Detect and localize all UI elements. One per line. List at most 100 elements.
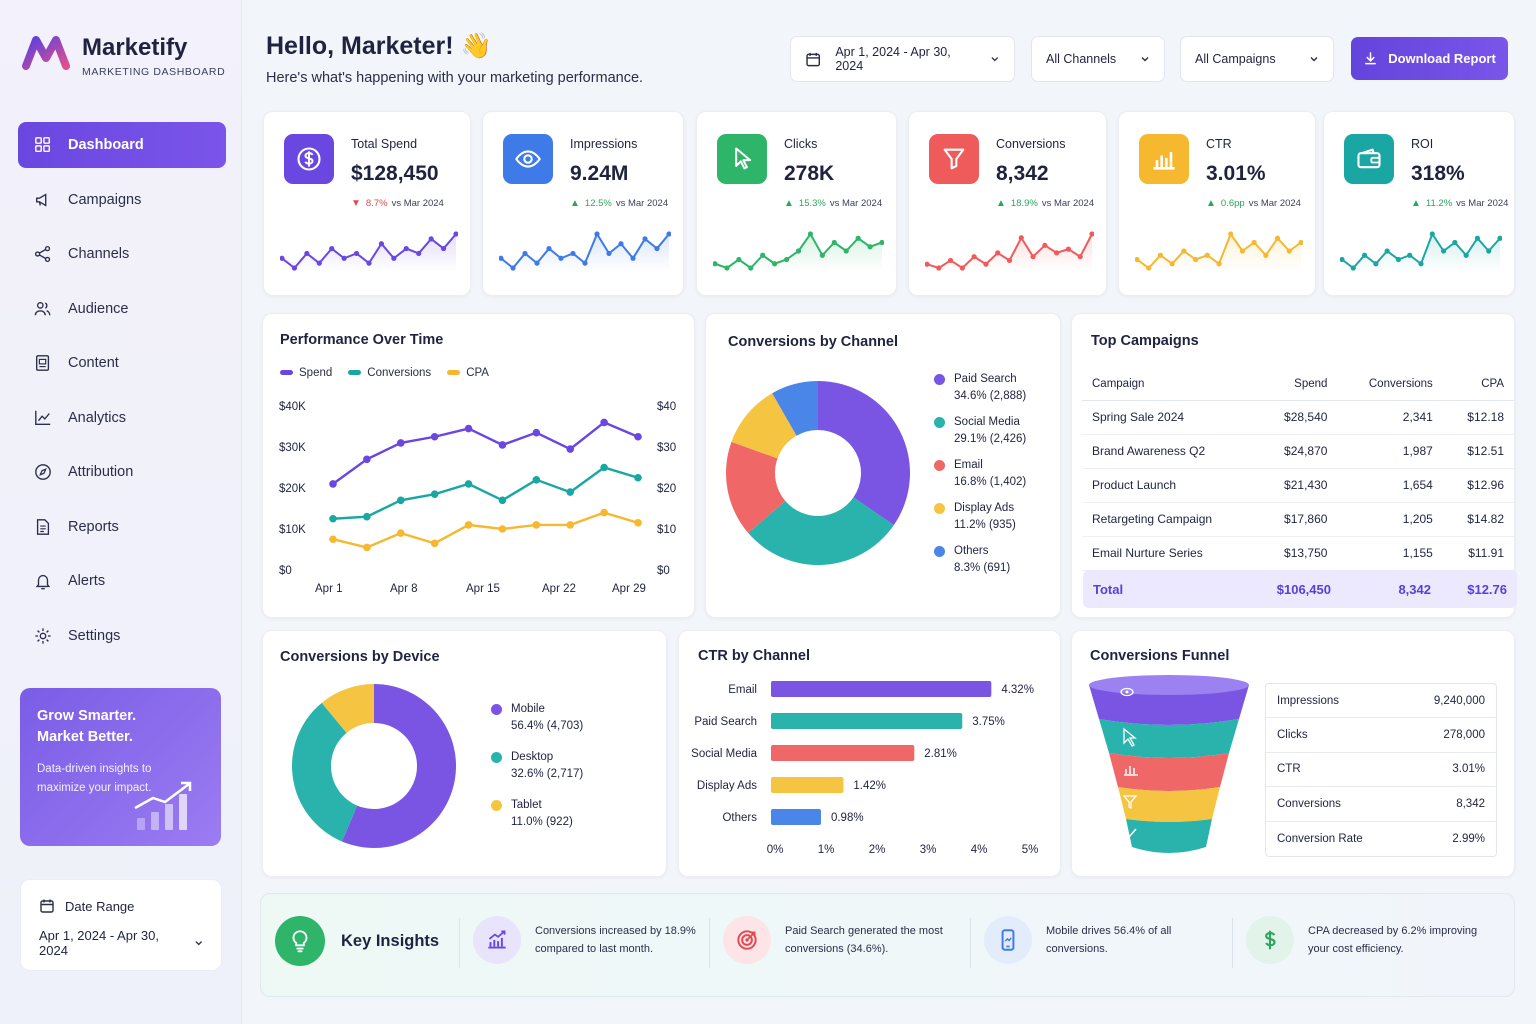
x-axis-label: 1% (818, 844, 835, 856)
sparkline-point (1169, 261, 1175, 267)
sparkline-point (1042, 242, 1048, 248)
sidebar-item-analytics[interactable]: Analytics (18, 395, 226, 441)
kpi-card-impressions[interactable]: Impressions 9.24M ▲ 12.5% vs Mar 2024 (482, 111, 684, 296)
date-range-label: Date Range (65, 898, 135, 914)
bar-value-label: 0.98% (831, 812, 864, 824)
bar-display-ads (771, 777, 844, 793)
sidebar: Marketify MARKETING DASHBOARD Dashboard C… (0, 0, 242, 1024)
data-point (464, 424, 473, 433)
kpi-delta: ▲ 11.2% vs Mar 2024 (1411, 198, 1508, 209)
sidebar-item-campaigns[interactable]: Campaigns (18, 177, 226, 223)
y-axis-left-label: $40K (279, 401, 306, 413)
kpi-card-roi[interactable]: ROI 318% ▲ 11.2% vs Mar 2024 (1323, 111, 1515, 296)
dollar-icon (284, 134, 334, 184)
total-cell: $106,450 (1276, 581, 1331, 597)
device-donut-chart (292, 684, 456, 848)
sparkline-point (1463, 252, 1469, 258)
kpi-card-conversions[interactable]: Conversions 8,342 ▲ 18.9% vs Mar 2024 (908, 111, 1107, 296)
total-cell: Total (1093, 581, 1124, 597)
sparkline-point (329, 245, 335, 252)
bar-value-label: 2.81% (924, 748, 957, 760)
bar-others (771, 809, 821, 825)
data-point (329, 535, 337, 544)
channel-donut-title: Conversions by Channel (728, 334, 899, 350)
funnel-table: Impressions 9,240,000 Clicks 278,000 CTR 3.01… (1265, 683, 1497, 857)
legend-swatch (447, 370, 461, 376)
sidebar-date-range[interactable]: Date Range Apr 1, 2024 - Apr 30, 2024 (20, 879, 222, 971)
table-row[interactable]: Product Launch $21,430 1,654 $12.96 (1082, 468, 1514, 503)
legend-name: Social Media (954, 416, 1020, 428)
data-point (363, 455, 371, 464)
sparkline-point (366, 260, 372, 266)
arrow-up-icon: ▲ (996, 198, 1006, 209)
table-row[interactable]: Email Nurture Series $13,750 1,155 $11.91 (1082, 536, 1514, 571)
sidebar-item-channels[interactable]: Channels (18, 231, 226, 277)
kpi-value: 8,342 (996, 162, 1049, 185)
insight-text: Conversions increased by 18.9% compared … (535, 925, 696, 955)
brand-logo[interactable]: Marketify MARKETING DASHBOARD (22, 34, 225, 78)
share-icon (34, 245, 52, 263)
insight-divider (1232, 918, 1233, 968)
kpi-sparkline (280, 231, 458, 272)
campaign-select[interactable]: All Campaigns (1180, 36, 1334, 82)
sidebar-item-attribution[interactable]: Attribution (18, 449, 226, 495)
page-subtitle: Here's what's happening with your market… (266, 70, 644, 86)
y-axis-right-label: $0 (657, 565, 670, 577)
kpi-value: $128,450 (351, 162, 439, 185)
dollar-icon (1246, 916, 1294, 964)
sparkline-point (983, 261, 989, 267)
bar-chart-icon (1124, 766, 1138, 776)
funnel-row-value: 3.01% (1452, 763, 1485, 776)
kpi-value: 3.01% (1206, 162, 1266, 185)
channel-select[interactable]: All Channels (1031, 36, 1165, 82)
kpi-delta-value: 0.6pp (1220, 198, 1245, 209)
sparkline-point (1065, 246, 1072, 252)
insight-item: Paid Search generated the most conversio… (723, 916, 955, 964)
date-range-picker[interactable]: Apr 1, 2024 - Apr 30, 2024 (790, 36, 1015, 82)
table-row[interactable]: Spring Sale 2024 $28,540 2,341 $12.18 (1082, 400, 1514, 435)
legend-label: Spend (299, 367, 333, 379)
sidebar-item-alerts[interactable]: Alerts (18, 558, 226, 604)
sparkline-point (1350, 265, 1356, 271)
table-header: Spend (1257, 368, 1338, 401)
kpi-label: Total Spend (351, 137, 418, 151)
top-campaigns-card: Top Campaigns Campaign Spend Conversions CP… (1071, 313, 1517, 618)
kpi-delta: ▲ 12.5% vs Mar 2024 (570, 198, 668, 209)
kpi-card-ctr[interactable]: CTR 3.01% ▲ 0.6pp vs Mar 2024 (1118, 111, 1316, 296)
kpi-card-total-spend[interactable]: Total Spend $128,450 ▼ 8.7% vs Mar 2024 (263, 111, 471, 296)
kpi-sparkline (1135, 231, 1303, 272)
sparkline-point (760, 252, 766, 258)
sidebar-item-audience[interactable]: Audience (18, 286, 226, 332)
table-cell: 1,205 (1337, 502, 1443, 537)
data-point (634, 432, 642, 441)
sidebar-item-settings[interactable]: Settings (18, 613, 226, 659)
sparkline-point (1486, 248, 1492, 254)
legend-dot (491, 704, 502, 715)
performance-legend: Spend Conversions CPA (280, 367, 489, 379)
legend-item-mobile: Mobile 56.4% (4,703) (491, 701, 583, 735)
kpi-label: Clicks (784, 137, 818, 151)
download-report-button[interactable]: Download Report (1351, 37, 1508, 80)
table-row[interactable]: Brand Awareness Q2 $24,870 1,987 $12.51 (1082, 434, 1514, 469)
kpi-card-clicks[interactable]: Clicks 278K ▲ 15.3% vs Mar 2024 (696, 111, 897, 296)
sparkline-point (341, 255, 347, 261)
sidebar-item-content[interactable]: Content (18, 340, 226, 386)
arrow-down-icon: ▼ (351, 198, 361, 209)
sparkline-point (1274, 235, 1281, 241)
legend-name: Paid Search (954, 373, 1017, 385)
donut-slice-paid-search (818, 381, 910, 526)
table-cell: $28,540 (1257, 400, 1338, 435)
gear-icon (34, 627, 52, 645)
sidebar-item-dashboard[interactable]: Dashboard (18, 122, 226, 168)
legend-item-cpa: CPA (447, 367, 489, 379)
sparkline-point (736, 256, 742, 263)
sidebar-item-reports[interactable]: Reports (18, 504, 226, 550)
funnel-row-value: 8,342 (1456, 797, 1485, 810)
sparkline-point (1216, 261, 1222, 267)
table-row[interactable]: Retargeting Campaign $17,860 1,205 $14.82 (1082, 502, 1514, 537)
kpi-compare: vs Mar 2024 (1041, 198, 1095, 209)
legend-value: 56.4% (4,703) (511, 720, 584, 732)
legend-dot (934, 460, 945, 471)
legend-item-spend: Spend (280, 367, 332, 379)
data-point (600, 418, 608, 427)
